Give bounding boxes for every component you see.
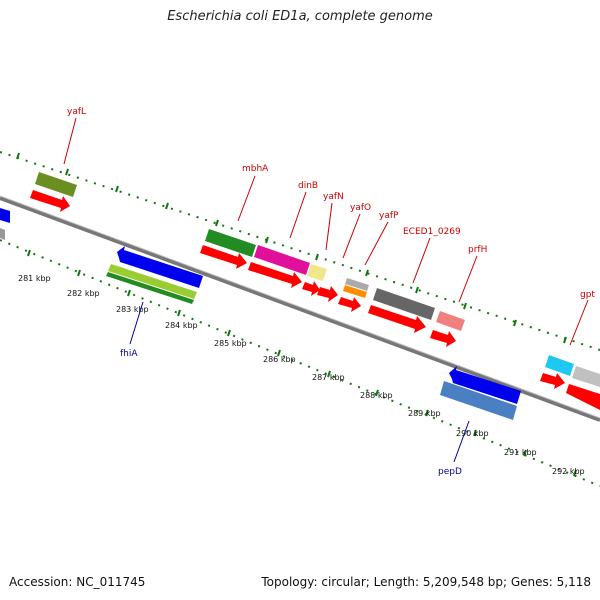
forward-features: [0, 172, 600, 410]
genome-backbone-highlight: [0, 195, 600, 419]
tick: [523, 449, 527, 457]
gene-feature[interactable]: [106, 272, 194, 304]
label-connector: [458, 255, 478, 303]
genome-backbone: [0, 196, 600, 422]
tick: [177, 309, 181, 317]
tick: [513, 319, 517, 327]
tick: [315, 253, 319, 261]
label-connector: [412, 237, 431, 284]
kbp-label: 286 kbp: [263, 355, 296, 364]
map-title: Escherichia coli ED1a, complete genome: [167, 9, 433, 24]
gene-label-eced1-0269[interactable]: ECED1_0269: [403, 227, 461, 237]
kbp-label: 284 kbp: [165, 321, 198, 330]
label-connector: [129, 301, 144, 345]
gene-label-mbhA[interactable]: mbhA: [242, 164, 269, 174]
kbp-label: 289 kbp: [408, 409, 441, 418]
gc-track-top: [0, 151, 600, 351]
ticks-top: [16, 152, 567, 344]
tick: [115, 185, 119, 193]
ticks-bottom: [27, 249, 577, 477]
tick: [375, 389, 379, 397]
kbp-label: 281 kbp: [18, 274, 51, 283]
tick: [65, 168, 69, 176]
kbp-label: 291 kbp: [504, 448, 537, 457]
kbp-label: 282 kbp: [67, 289, 100, 298]
gene-label-prfH[interactable]: prfH: [468, 245, 487, 255]
gc-track-bottom: [0, 239, 600, 487]
accession-text: Accession: NC_011745: [9, 575, 146, 589]
gene-label-yafP[interactable]: yafP: [379, 211, 399, 221]
gene-label-yafO[interactable]: yafO: [350, 203, 371, 213]
gene-feature[interactable]: [108, 264, 197, 299]
tick: [16, 152, 20, 160]
reverse-label-lines: [129, 301, 470, 463]
tick: [227, 329, 231, 337]
cds-arrow[interactable]: [302, 281, 320, 296]
kbp-label: 283 kbp: [116, 305, 149, 314]
gene-label-pepD[interactable]: pepD: [438, 467, 462, 477]
cds-arrow[interactable]: [317, 286, 338, 302]
tick: [425, 409, 429, 417]
kbp-label: 292 kbp: [552, 467, 585, 476]
forward-label-lines: [63, 117, 589, 346]
gene-feature[interactable]: [35, 172, 77, 197]
label-connector: [569, 299, 589, 346]
label-connector: [325, 202, 333, 251]
cds-arrow[interactable]: [30, 190, 70, 212]
cds-arrow[interactable]: [248, 262, 302, 288]
gene-label-dinB[interactable]: dinB: [298, 181, 318, 191]
label-connector: [289, 191, 307, 239]
gene-feature[interactable]: [343, 285, 367, 298]
reverse-features: [106, 246, 521, 420]
tick: [473, 429, 477, 437]
gene-feature[interactable]: [0, 228, 5, 240]
gene-feature[interactable]: [373, 288, 435, 320]
gene-feature[interactable]: [254, 245, 310, 275]
reverse-arrow[interactable]: [449, 366, 521, 404]
cds-arrow[interactable]: [338, 297, 361, 312]
tick: [415, 286, 419, 294]
cds-arrow[interactable]: [200, 245, 247, 269]
gene-feature[interactable]: [545, 355, 574, 376]
cds-arrow[interactable]: [368, 305, 426, 333]
cds-arrow[interactable]: [566, 384, 600, 410]
kbp-label: 290 kbp: [456, 429, 489, 438]
tick: [277, 349, 281, 357]
tick: [127, 289, 131, 297]
tick: [365, 269, 369, 277]
gene-label-yafL[interactable]: yafL: [67, 107, 86, 117]
reverse-arrow[interactable]: [117, 246, 203, 288]
gene-feature[interactable]: [572, 366, 600, 387]
tick: [563, 336, 567, 344]
tick: [165, 202, 169, 210]
tick: [215, 219, 219, 227]
tick: [27, 249, 31, 257]
kbp-label: 287 kbp: [312, 373, 345, 382]
kbp-label: 288 kbp: [360, 391, 393, 400]
gene-feature[interactable]: [440, 381, 517, 420]
gene-label-gpt[interactable]: gpt: [580, 290, 595, 300]
tick: [77, 269, 81, 277]
label-connector: [453, 420, 470, 463]
cds-arrow[interactable]: [430, 330, 456, 347]
tick: [265, 236, 269, 244]
label-connector: [364, 221, 389, 266]
kbp-label: 285 kbp: [214, 339, 247, 348]
gene-label-yafN[interactable]: yafN: [323, 192, 344, 202]
gene-feature[interactable]: [307, 264, 327, 281]
gene-feature[interactable]: [436, 311, 465, 331]
gene-label-fhiA[interactable]: fhiA: [120, 349, 138, 359]
tick: [463, 302, 467, 310]
cds-arrow[interactable]: [540, 373, 565, 389]
gene-feature[interactable]: [345, 278, 369, 291]
label-connector: [342, 213, 361, 259]
label-connector: [63, 117, 77, 165]
label-connector: [237, 175, 256, 222]
tick: [573, 469, 577, 477]
gene-feature[interactable]: [0, 208, 10, 223]
topology-text: Topology: circular; Length: 5,209,548 bp…: [261, 575, 591, 589]
tick: [327, 370, 331, 378]
gene-feature[interactable]: [205, 229, 256, 257]
